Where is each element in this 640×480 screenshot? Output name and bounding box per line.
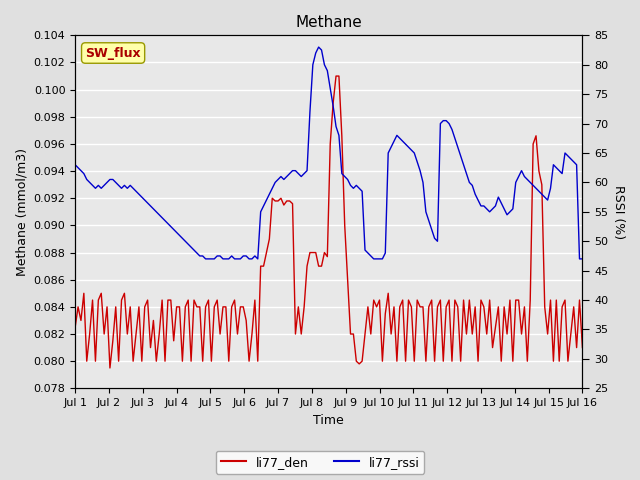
Y-axis label: RSSI (%): RSSI (%) [612,185,625,239]
X-axis label: Time: Time [314,414,344,427]
Title: Methane: Methane [296,15,362,30]
Text: SW_flux: SW_flux [85,47,141,60]
Legend: li77_den, li77_rssi: li77_den, li77_rssi [216,451,424,474]
Y-axis label: Methane (mmol/m3): Methane (mmol/m3) [15,148,28,276]
